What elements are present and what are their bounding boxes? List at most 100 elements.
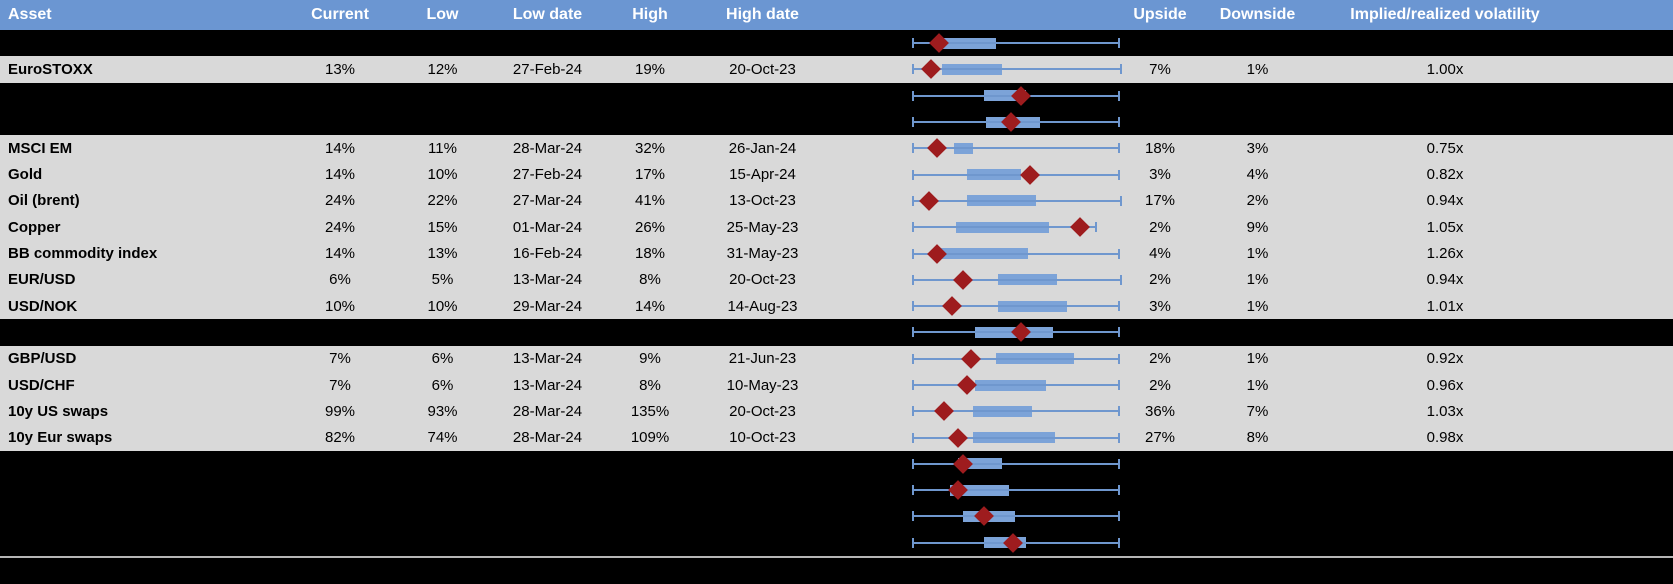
downside-cell: 8% <box>1246 429 1269 447</box>
upside-cell: 2% <box>1149 271 1171 289</box>
boxplot-whisker-line <box>912 436 1118 439</box>
high-date-cell: 14-Aug-23 <box>727 297 798 315</box>
boxplot-marker-diamond <box>1011 322 1032 343</box>
boxplot-whisker-line <box>912 357 1118 360</box>
table-body: EuroSTOXX 13% 12% 27-Feb-24 19% 20-Oct-2… <box>0 30 1673 556</box>
table-row: EuroSTOXX 13% 12% 27-Feb-24 19% 20-Oct-2… <box>0 56 1673 83</box>
boxplot-min-cap <box>912 406 915 417</box>
upside-cell: 18% <box>1144 139 1176 157</box>
boxplot-marker-diamond <box>929 33 950 54</box>
header-current: Current <box>311 6 369 23</box>
implied-realized-cell: 0.94x <box>1426 271 1464 289</box>
upside-cell: 27% <box>1144 429 1176 447</box>
upside-cell: 36% <box>1144 402 1176 420</box>
downside-cell: 9% <box>1246 218 1269 236</box>
boxplot-marker-diamond <box>948 427 969 448</box>
boxplot <box>910 424 1120 450</box>
low-date-cell: 28-Mar-24 <box>512 139 583 157</box>
table-row: BB commodity index 14% 13% 16-Feb-24 18%… <box>0 240 1673 267</box>
boxplot-marker-diamond <box>918 191 939 211</box>
current-cell: 13% <box>324 60 356 78</box>
footer-black-band <box>0 557 1673 584</box>
boxplot-min-cap <box>912 195 915 206</box>
downside-cell: 1% <box>1246 271 1269 289</box>
boxplot-max-cap <box>1117 301 1120 312</box>
boxplot-max-cap <box>1120 195 1122 206</box>
boxplot-min-cap <box>912 485 915 496</box>
current-cell: 10% <box>324 297 356 315</box>
boxplot-whisker-line <box>912 278 1120 281</box>
upside-cell: 2% <box>1149 376 1171 394</box>
low-date-cell: 13-Mar-24 <box>512 350 583 368</box>
high-cell: 8% <box>639 271 661 289</box>
boxplot-min-cap <box>912 458 915 469</box>
downside-cell: 1% <box>1246 376 1269 394</box>
boxplot-cell <box>825 372 1125 398</box>
upside-cell: 4% <box>1149 245 1171 263</box>
table-row: EUR/USD 6% 5% 13-Mar-24 8% 20-Oct-23 2% … <box>0 266 1673 293</box>
boxplot-whisker-line <box>912 68 1120 71</box>
boxplot <box>910 398 1120 424</box>
current-cell: 99% <box>324 402 356 420</box>
table-row: Oil (brent) 24% 22% 27-Mar-24 41% 13-Oct… <box>0 187 1673 215</box>
table-row <box>0 450 1673 478</box>
high-date-cell: 10-Oct-23 <box>729 429 796 447</box>
downside-cell: 7% <box>1246 402 1269 420</box>
low-cell: 12% <box>427 60 458 78</box>
boxplot <box>910 240 1120 266</box>
high-cell: 41% <box>634 192 666 210</box>
downside-cell: 1% <box>1246 60 1269 78</box>
low-date-cell: 28-Mar-24 <box>512 429 583 447</box>
boxplot-whisker-line <box>912 173 1118 176</box>
downside-cell: 1% <box>1246 350 1269 368</box>
boxplot-whisker-line <box>912 489 1118 492</box>
boxplot-cell <box>825 56 1125 82</box>
boxplot-cell <box>825 109 1125 135</box>
high-cell: 135% <box>630 402 670 420</box>
header-asset: Asset <box>8 6 52 23</box>
asset-name-cell: GBP/USD <box>8 350 77 368</box>
boxplot-cell <box>825 267 1125 293</box>
boxplot <box>910 214 1120 240</box>
boxplot <box>910 477 1120 503</box>
boxplot-marker-diamond <box>942 296 962 317</box>
low-cell: 10% <box>427 166 458 184</box>
upside-cell: 3% <box>1149 297 1171 315</box>
implied-realized-cell: 1.00x <box>1426 60 1464 78</box>
implied-realized-cell: 0.94x <box>1426 192 1464 210</box>
boxplot-cell <box>825 30 1125 56</box>
boxplot-marker-diamond <box>952 269 973 290</box>
asset-name-cell: BB commodity index <box>8 245 158 263</box>
boxplot-max-cap <box>1117 432 1120 443</box>
high-cell: 18% <box>634 245 666 263</box>
upside-cell: 2% <box>1149 218 1171 236</box>
implied-realized-cell: 1.01x <box>1426 297 1464 315</box>
table-row <box>0 108 1673 136</box>
boxplot-min-cap <box>912 248 915 259</box>
boxplot-cell <box>825 293 1125 319</box>
high-date-cell: 20-Oct-23 <box>729 271 796 289</box>
low-cell: 13% <box>427 245 458 263</box>
asset-name-cell: EUR/USD <box>8 271 76 289</box>
high-date-cell: 25-May-23 <box>726 218 799 236</box>
low-date-cell: 27-Feb-24 <box>512 166 583 184</box>
boxplot-marker-diamond <box>956 375 977 395</box>
asset-name-cell: 10y Eur swaps <box>8 429 113 447</box>
current-cell: 24% <box>324 218 356 236</box>
high-date-cell: 10-May-23 <box>726 376 799 394</box>
low-cell: 6% <box>431 350 454 368</box>
boxplot-marker-diamond <box>921 59 941 80</box>
boxplot-whisker-line <box>912 462 1118 465</box>
low-date-cell: 27-Mar-24 <box>512 192 583 210</box>
table-row <box>0 30 1673 57</box>
downside-cell: 1% <box>1246 245 1269 263</box>
boxplot-min-cap <box>912 117 915 128</box>
low-date-cell: 27-Feb-24 <box>512 60 583 78</box>
boxplot-max-cap <box>1117 90 1120 101</box>
low-cell: 10% <box>427 297 458 315</box>
boxplot-min-cap <box>912 169 915 180</box>
asset-name-cell: Gold <box>8 166 43 184</box>
boxplot-min-cap <box>912 274 915 285</box>
boxplot-marker-diamond <box>973 506 994 527</box>
